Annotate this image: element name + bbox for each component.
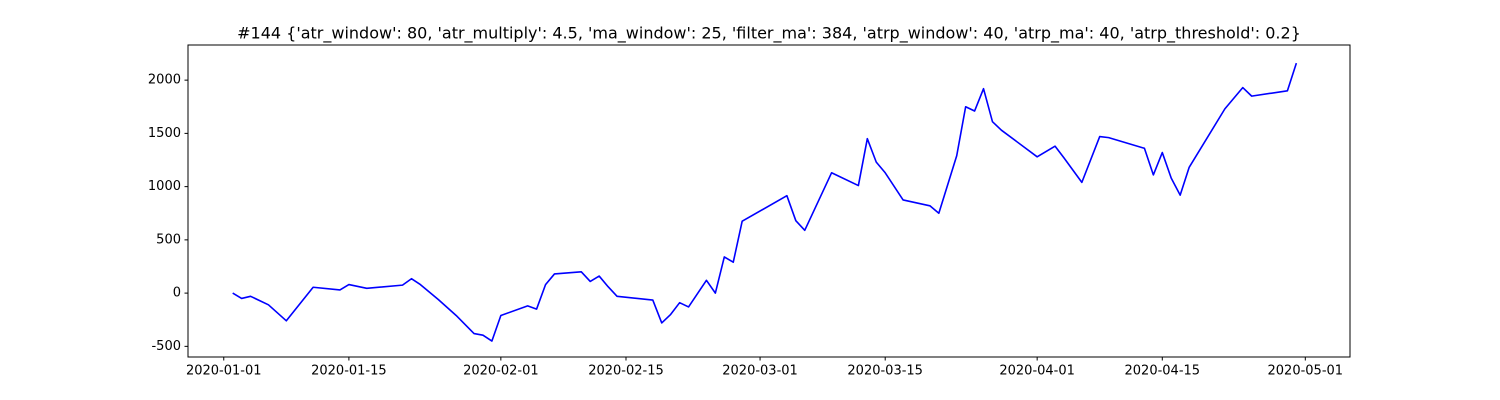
x-tick-label: 2020-02-01 [463,364,539,379]
x-tick-label: 2020-04-01 [999,364,1075,379]
x-tick-label: 2020-03-15 [847,364,923,379]
y-tick-label: -500 [151,339,181,354]
x-tick-label: 2020-04-15 [1125,364,1201,379]
data-line [232,62,1298,342]
x-tick-label: 2020-01-01 [186,364,262,379]
y-tick-label: 2000 [148,73,181,88]
x-tick-label: 2020-03-01 [722,364,798,379]
x-tick-label: 2020-01-15 [311,364,387,379]
chart-title: #144 {'atr_window': 80, 'atr_multiply': … [237,24,1301,44]
y-tick-label: 0 [173,286,181,301]
x-tick-label: 2020-02-15 [588,364,664,379]
y-tick-label: 500 [156,232,181,247]
y-tick-label: 1500 [148,126,181,141]
x-tick-label: 2020-05-01 [1268,364,1344,379]
y-tick-label: 1000 [148,179,181,194]
plot-frame [187,44,1351,358]
